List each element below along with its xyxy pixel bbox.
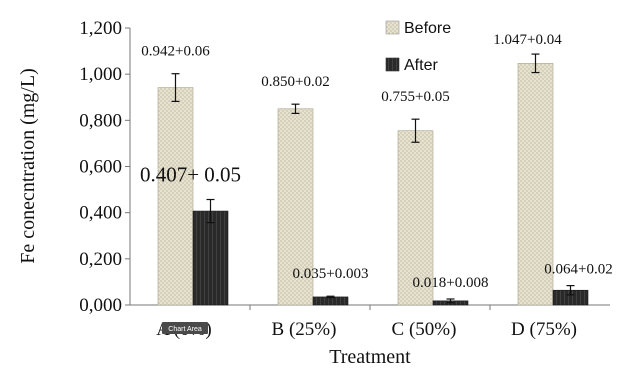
y-tick-label: 1,000: [79, 64, 122, 85]
bar-before-3: [517, 63, 554, 306]
y-tick-label: 0,800: [79, 110, 122, 131]
y-tick-label: 0,600: [79, 157, 122, 178]
tooltip-label: Chart Area: [168, 326, 202, 333]
x-axis-title: Treatment: [329, 346, 411, 368]
legend-label-before: Before: [404, 20, 451, 37]
bar-before-0: [157, 87, 194, 306]
data-label-after-3: 0.064+0.02: [544, 262, 612, 278]
legend-swatch-after: [385, 57, 400, 72]
legend: Before After: [385, 20, 451, 74]
x-tick-label: C (50%): [392, 319, 457, 340]
y-ticks: 0,000 0,200 0,400 0,600 0,800 1,000 1,200: [79, 18, 130, 316]
x-tick-label: B (25%): [272, 319, 337, 340]
y-tick-label: 0,200: [79, 249, 122, 270]
y-tick-label: 0,000: [79, 295, 122, 316]
data-label-after-1: 0.035+0.003: [293, 266, 369, 282]
legend-swatch-before: [385, 20, 400, 35]
legend-label-after: After: [404, 57, 438, 74]
bar-before-1: [277, 108, 314, 306]
y-tick-label: 0,400: [79, 203, 122, 224]
data-label-after-2: 0.018+0.008: [413, 275, 489, 291]
y-axis-title: Fe conecntration (mg/L): [17, 68, 39, 264]
y-tick-label: 1,200: [79, 18, 122, 39]
data-label-after-0: 0.407+ 0.05: [140, 163, 241, 187]
x-tick-label: D (75%): [511, 319, 577, 340]
data-labels: 0.942+0.06 0.407+ 0.05 0.850+0.02 0.035+0.0…: [140, 32, 613, 291]
data-label-before-1: 0.850+0.02: [261, 74, 329, 90]
bar-after-0: [192, 210, 229, 306]
data-label-before-0: 0.942+0.06: [141, 44, 210, 60]
error-bars: [171, 53, 575, 304]
data-label-before-3: 1.047+0.04: [493, 32, 562, 48]
x-ticks: A (0%)B (25%)C (50%)D (75%): [156, 305, 577, 340]
data-label-before-2: 0.755+0.05: [381, 89, 449, 105]
bars: [157, 63, 589, 306]
tooltip-box: [162, 322, 208, 334]
bar-before-2: [397, 130, 434, 306]
chart-area-tooltip: Chart Area: [162, 322, 208, 334]
